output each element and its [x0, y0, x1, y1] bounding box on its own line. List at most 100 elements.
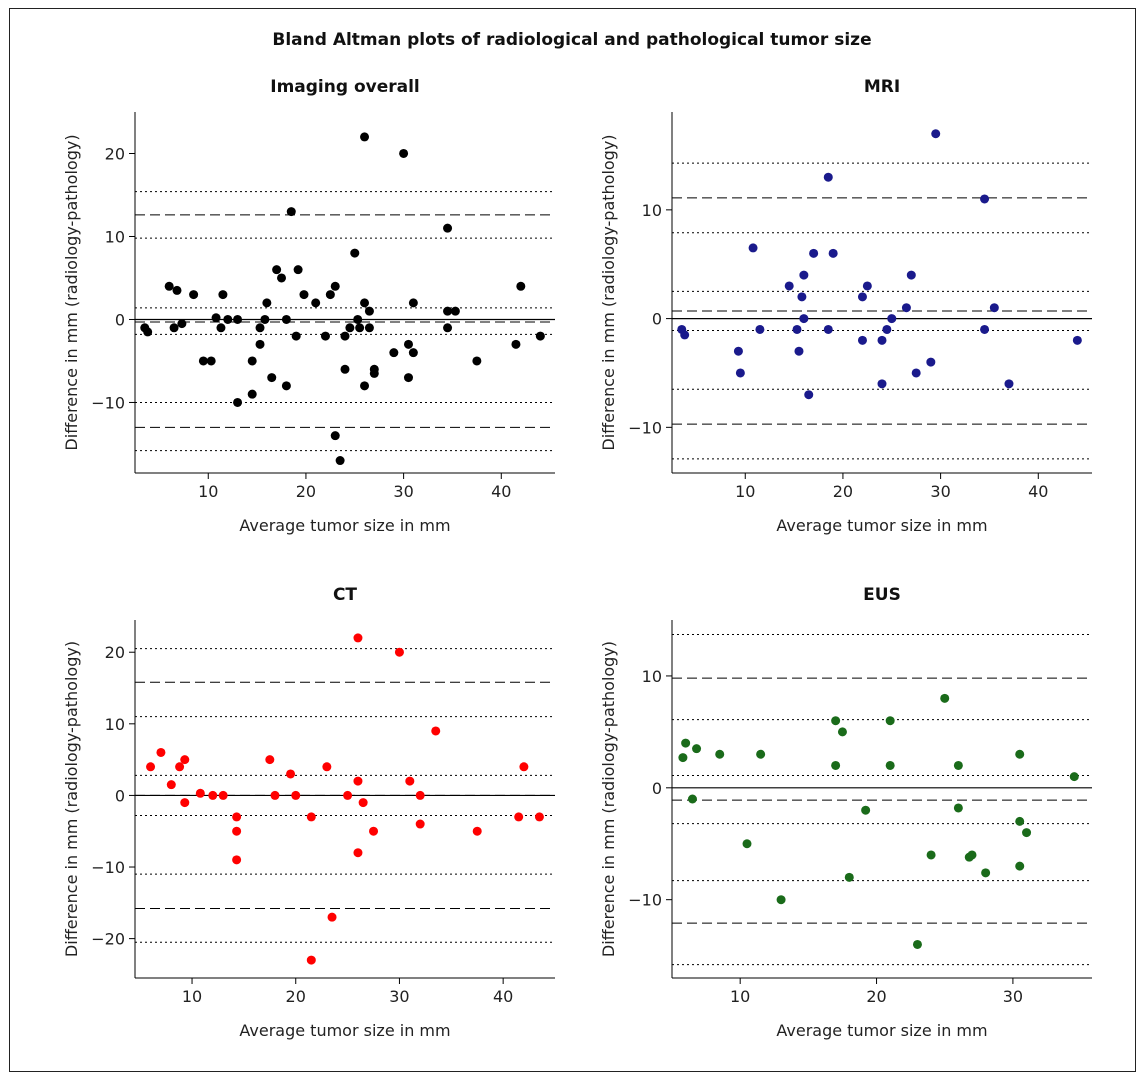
data-point: [687, 794, 697, 804]
data-point: [678, 753, 688, 763]
data-point: [980, 194, 990, 204]
figure-title: Bland Altman plots of radiological and p…: [272, 30, 872, 50]
x-tick-label: 10: [182, 987, 202, 1006]
data-point: [177, 319, 187, 329]
data-point: [164, 281, 174, 291]
data-point: [534, 812, 544, 822]
data-point: [306, 812, 316, 822]
data-point: [389, 348, 399, 358]
panel-eus: EUS 10 20 30 −10 0 10 Average tumor size in mm D…: [599, 585, 1092, 1040]
panel-title: MRI: [864, 77, 900, 97]
y-axis-label: Difference in mm (radiology-pathology): [62, 641, 81, 957]
data-point: [255, 339, 265, 349]
data-point: [232, 812, 242, 822]
data-point: [1015, 816, 1025, 826]
data-point: [286, 769, 296, 779]
data-point: [358, 798, 368, 808]
data-point: [233, 397, 243, 407]
data-point: [1015, 749, 1025, 759]
x-tick-label: 30: [1003, 987, 1023, 1006]
data-point: [953, 760, 963, 770]
data-point: [247, 389, 257, 399]
data-point: [514, 812, 524, 822]
y-tick-label: 0: [115, 310, 125, 329]
y-tick-label: 10: [642, 667, 662, 686]
data-point: [322, 762, 332, 772]
data-point: [901, 303, 911, 313]
x-axis-label: Average tumor size in mm: [776, 1021, 987, 1040]
data-point: [823, 324, 833, 334]
data-point: [794, 346, 804, 356]
data-point: [277, 273, 287, 283]
y-tick-label: 0: [652, 310, 662, 329]
y-axis-label: Difference in mm (radiology-pathology): [62, 134, 81, 450]
data-point: [355, 323, 365, 333]
data-point: [211, 313, 221, 323]
data-point: [415, 790, 425, 800]
x-tick-label: 10: [735, 482, 755, 501]
data-point: [175, 762, 185, 772]
data-point: [748, 243, 758, 253]
data-point: [980, 324, 990, 334]
data-point: [715, 749, 725, 759]
data-point: [325, 290, 335, 300]
y-axis-label: Difference in mm (radiology-pathology): [599, 641, 618, 957]
y-tick-label: 0: [652, 779, 662, 798]
data-point: [799, 270, 809, 280]
x-tick-label: 40: [491, 482, 511, 501]
data-point: [472, 356, 482, 366]
data-point: [327, 912, 337, 922]
data-point: [882, 324, 892, 334]
data-point: [443, 223, 453, 233]
panel-ct: CT 10 20 30 40 −20 −10 0 10 20 Average tumor size …: [62, 585, 555, 1040]
data-point: [218, 790, 228, 800]
x-axis-label: Average tumor size in mm: [239, 1021, 450, 1040]
data-point: [353, 776, 363, 786]
data-point: [911, 368, 921, 378]
data-point: [681, 738, 691, 748]
data-point: [340, 331, 350, 341]
data-point: [680, 330, 690, 340]
data-point: [353, 848, 363, 858]
data-point: [195, 788, 205, 798]
y-tick-label: −10: [91, 858, 125, 877]
data-point: [692, 744, 702, 754]
x-tick-label: 30: [930, 482, 950, 501]
data-point: [926, 357, 936, 367]
data-point: [804, 390, 814, 400]
panel-title: Imaging overall: [270, 77, 420, 97]
data-point: [267, 373, 277, 383]
data-point: [335, 456, 345, 466]
data-point: [232, 855, 242, 865]
data-point: [272, 265, 282, 275]
data-point: [180, 755, 190, 765]
figure-frame: [9, 8, 1136, 1072]
data-point: [216, 323, 226, 333]
data-point: [844, 872, 854, 882]
data-point: [516, 281, 526, 291]
data-point: [857, 292, 867, 302]
data-point: [1069, 772, 1079, 782]
y-tick-label: −10: [91, 393, 125, 412]
data-point: [143, 327, 153, 337]
data-point: [403, 373, 413, 383]
data-point: [286, 207, 296, 217]
data-point: [940, 693, 950, 703]
data-point: [291, 331, 301, 341]
y-axis-label: Difference in mm (radiology-pathology): [599, 134, 618, 450]
data-point: [857, 335, 867, 345]
data-point: [320, 331, 330, 341]
data-point: [281, 381, 291, 391]
x-tick-label: 20: [286, 987, 306, 1006]
data-point: [408, 348, 418, 358]
data-point: [353, 633, 363, 643]
data-point: [831, 716, 841, 726]
data-point: [733, 346, 743, 356]
data-point: [989, 303, 999, 313]
data-point: [198, 356, 208, 366]
y-tick-label: −10: [628, 891, 662, 910]
y-tick-label: 20: [105, 144, 125, 163]
data-point: [156, 747, 166, 757]
data-point: [1072, 335, 1082, 345]
